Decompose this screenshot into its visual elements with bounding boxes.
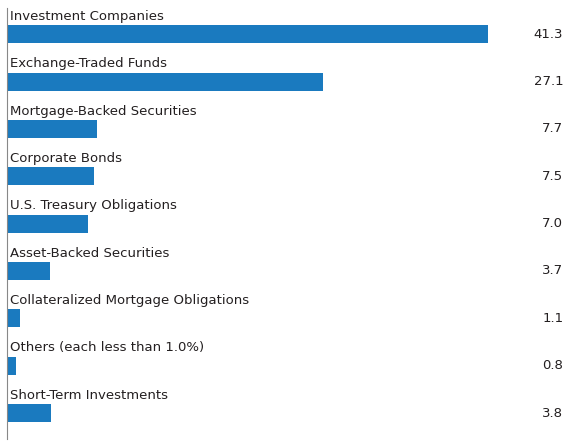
Bar [7, 73, 323, 91]
Text: Corporate Bonds: Corporate Bonds [10, 152, 123, 165]
Text: Asset-Backed Securities: Asset-Backed Securities [10, 247, 170, 260]
Text: Investment Companies: Investment Companies [10, 10, 164, 23]
Text: 41.3: 41.3 [534, 28, 563, 41]
Text: Exchange-Traded Funds: Exchange-Traded Funds [10, 57, 167, 70]
Text: 7.0: 7.0 [542, 217, 563, 230]
Bar [7, 262, 50, 280]
Text: 7.5: 7.5 [542, 170, 563, 183]
Bar [7, 215, 88, 233]
Bar [7, 310, 19, 327]
Bar [7, 25, 488, 43]
Bar [7, 120, 97, 138]
Text: 3.8: 3.8 [542, 406, 563, 420]
Bar [7, 167, 95, 185]
Text: U.S. Treasury Obligations: U.S. Treasury Obligations [10, 199, 177, 212]
Text: 27.1: 27.1 [533, 75, 563, 88]
Text: Short-Term Investments: Short-Term Investments [10, 388, 168, 402]
Text: 7.7: 7.7 [542, 123, 563, 136]
Text: Mortgage-Backed Securities: Mortgage-Backed Securities [10, 105, 197, 118]
Bar [7, 404, 51, 422]
Text: Others (each less than 1.0%): Others (each less than 1.0%) [10, 341, 205, 354]
Text: 0.8: 0.8 [543, 359, 563, 372]
Text: 3.7: 3.7 [542, 264, 563, 277]
Text: Collateralized Mortgage Obligations: Collateralized Mortgage Obligations [10, 294, 250, 307]
Bar [7, 357, 16, 375]
Text: 1.1: 1.1 [542, 312, 563, 325]
